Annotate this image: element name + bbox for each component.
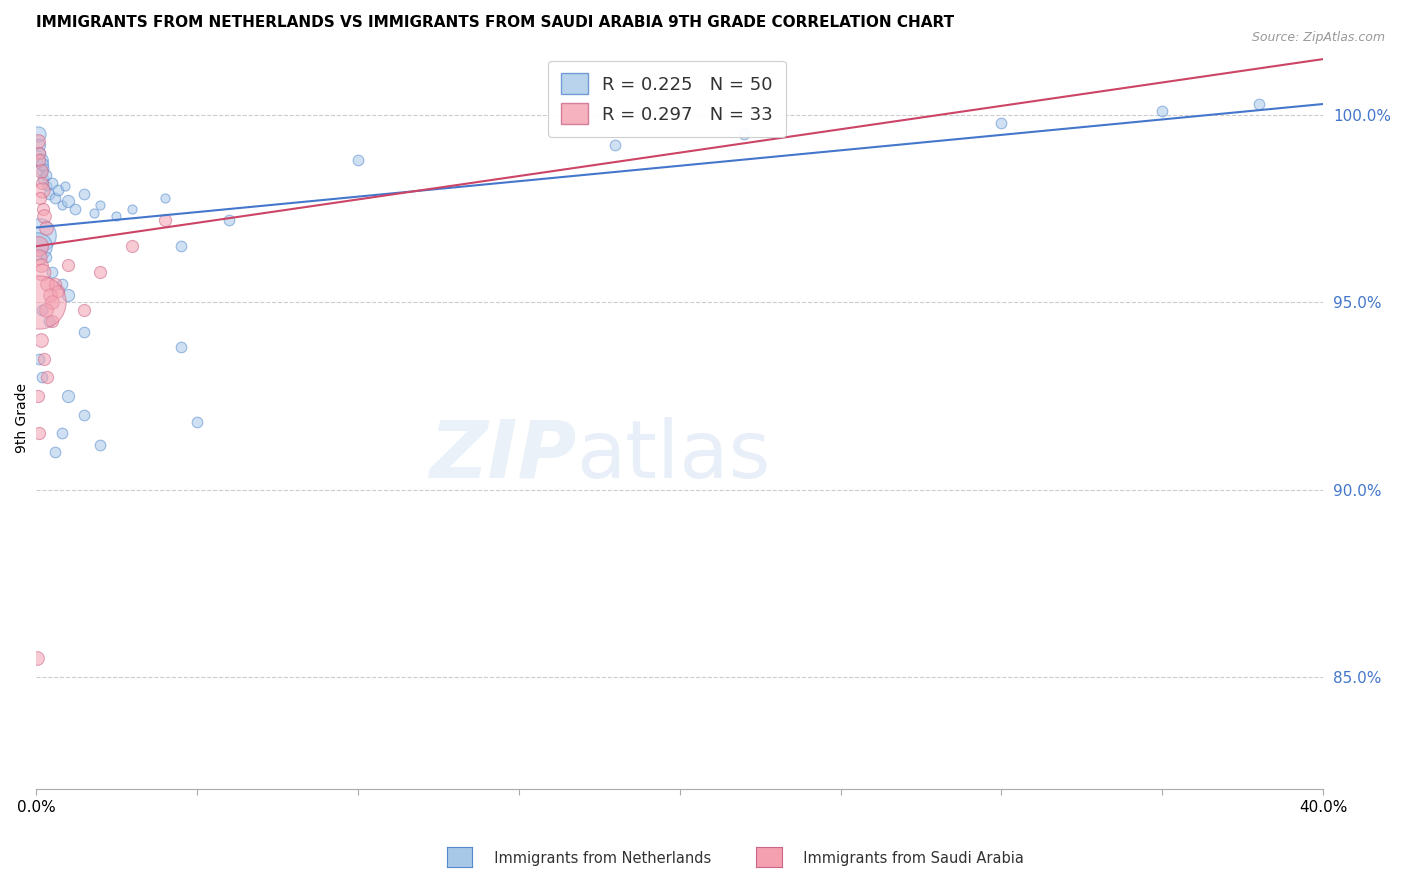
Point [73,302,96,317]
Text: atlas: atlas [576,417,770,494]
Point [27,389,49,403]
Point [27,127,49,141]
Point [31,157,53,171]
Point [153,213,176,227]
Point [105,210,128,224]
Point [73,326,96,340]
Point [170,340,193,354]
Point [1247,97,1270,112]
Point [27,239,49,253]
Point [44,277,66,291]
Point [48,284,70,298]
Point [170,239,193,253]
Text: IMMIGRANTS FROM NETHERLANDS VS IMMIGRANTS FROM SAUDI ARABIA 9TH GRADE CORRELATIO: IMMIGRANTS FROM NETHERLANDS VS IMMIGRANT… [37,15,955,30]
Point [51,277,73,291]
Point [34,168,56,182]
Point [186,415,208,429]
Point [30,164,52,178]
Point [31,265,53,279]
Point [51,426,73,441]
Point [89,265,111,279]
Point [37,179,59,194]
Point [48,183,70,197]
Point [27,138,49,153]
Point [32,351,55,366]
Point [27,145,49,160]
Point [733,127,755,141]
Point [89,198,111,212]
Point [41,295,63,310]
Point [73,408,96,422]
Point [1152,104,1174,119]
Point [41,176,63,190]
Point [25,651,48,665]
Point [27,135,49,149]
Text: Immigrants from Saudi Arabia: Immigrants from Saudi Arabia [794,851,1024,865]
Point [37,370,59,384]
Point [32,172,55,186]
Text: Immigrants from Netherlands: Immigrants from Netherlands [485,851,711,865]
Point [37,277,59,291]
Point [41,314,63,328]
Point [31,164,53,178]
Point [56,389,79,403]
Point [31,302,53,317]
Point [30,258,52,272]
Text: ZIP: ZIP [429,417,576,494]
Point [53,179,76,194]
Point [28,191,51,205]
Point [121,239,143,253]
Point [34,251,56,265]
Point [27,239,49,253]
Point [56,258,79,272]
Point [39,288,62,302]
Point [32,161,55,175]
Point [56,288,79,302]
Point [83,205,105,219]
Point [28,227,51,242]
Point [30,153,52,168]
Point [28,251,51,265]
Point [56,194,79,209]
Point [28,351,51,366]
Point [38,186,60,201]
Point [31,176,53,190]
Point [28,153,51,168]
Point [41,265,63,279]
Y-axis label: 9th Grade: 9th Grade [15,384,30,453]
Point [51,198,73,212]
Point [44,191,66,205]
Point [346,153,368,168]
Point [31,183,53,197]
Point [32,210,55,224]
Point [121,202,143,216]
Point [218,213,240,227]
Point [38,314,60,328]
Point [89,438,111,452]
Point [605,138,627,153]
Legend: R = 0.225   N = 50, R = 0.297   N = 33: R = 0.225 N = 50, R = 0.297 N = 33 [548,61,786,136]
Point [31,370,53,384]
Point [990,116,1012,130]
Point [28,426,51,441]
Point [27,295,49,310]
Point [30,333,52,347]
Point [28,145,51,160]
Point [32,202,55,216]
Text: Source: ZipAtlas.com: Source: ZipAtlas.com [1251,31,1385,45]
Point [153,191,176,205]
Point [34,302,56,317]
Point [73,186,96,201]
Point [44,445,66,459]
Point [63,202,86,216]
Point [34,220,56,235]
